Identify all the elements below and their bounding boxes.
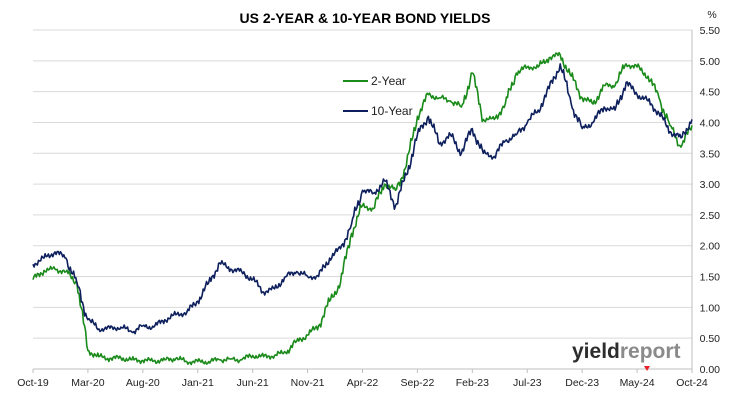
y-tick-label: 5.50 xyxy=(700,25,721,37)
x-tick-label: Jun-21 xyxy=(237,377,269,389)
series-lines xyxy=(32,51,693,366)
y-tick-label: 1.50 xyxy=(700,272,721,284)
x-tick-label: Aug-20 xyxy=(126,377,160,389)
legend-label: 10-Year xyxy=(371,104,413,118)
x-tick-label: Sep-22 xyxy=(400,377,434,389)
series-line-2-year xyxy=(32,51,693,366)
chart-title: US 2-YEAR & 10-YEAR BOND YIELDS xyxy=(239,10,490,26)
x-tick-label: Dec-23 xyxy=(565,377,599,389)
y-tick-labels: 0.00 0.50 1.00 1.50 2.00 2.50 3.00 3.50 4.00 4.50… xyxy=(700,25,721,376)
x-tick-label: Oct-19 xyxy=(17,377,49,389)
y-tick-label: 3.50 xyxy=(700,148,721,160)
watermark-yield: yield xyxy=(572,340,620,363)
y-tick-label: 3.00 xyxy=(700,179,721,191)
watermark-accent-mark xyxy=(644,366,650,371)
y-tick-label: 4.00 xyxy=(700,117,721,129)
y-tick-label: 4.50 xyxy=(700,87,721,99)
y-tick-label: 5.00 xyxy=(700,56,721,68)
legend-label: 2-Year xyxy=(371,74,406,88)
svg-text:yieldreport: yieldreport xyxy=(572,340,681,363)
y-tick-label: 0.00 xyxy=(700,364,721,376)
y-tick-label: 0.50 xyxy=(700,333,721,345)
y-tick-label: 2.00 xyxy=(700,241,721,253)
gridlines xyxy=(33,29,692,370)
y-tick-label: 1.00 xyxy=(700,302,721,314)
legend: 2-Year 10-Year xyxy=(343,74,413,118)
x-tick-label: Mar-20 xyxy=(71,377,104,389)
series-line-10-year xyxy=(32,63,693,335)
x-tick-label: Nov-21 xyxy=(291,377,325,389)
x-tick-label: Jan-21 xyxy=(182,377,214,389)
x-tick-label: Apr-22 xyxy=(347,377,379,389)
y-tick-label: 2.50 xyxy=(700,210,721,222)
x-tick-label: May-24 xyxy=(620,377,655,389)
y-axis-unit: % xyxy=(707,9,716,21)
yieldreport-watermark: yieldreport xyxy=(572,340,681,371)
watermark-report: report xyxy=(620,340,681,363)
x-tick-label: Jul-23 xyxy=(513,377,542,389)
x-tick-label: Feb-23 xyxy=(456,377,489,389)
x-tick-label: Oct-24 xyxy=(676,377,708,389)
x-tick-labels: Oct-19 Mar-20 Aug-20 Jan-21 Jun-21 Nov-21 Apr-… xyxy=(17,369,708,389)
